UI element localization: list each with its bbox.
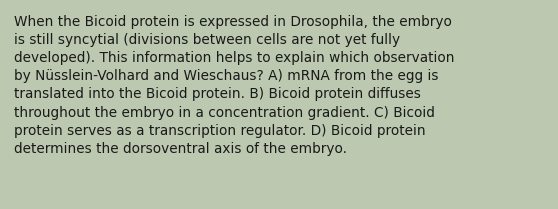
Text: When the Bicoid protein is expressed in Drosophila, the embryo
is still syncytia: When the Bicoid protein is expressed in … <box>14 15 454 156</box>
